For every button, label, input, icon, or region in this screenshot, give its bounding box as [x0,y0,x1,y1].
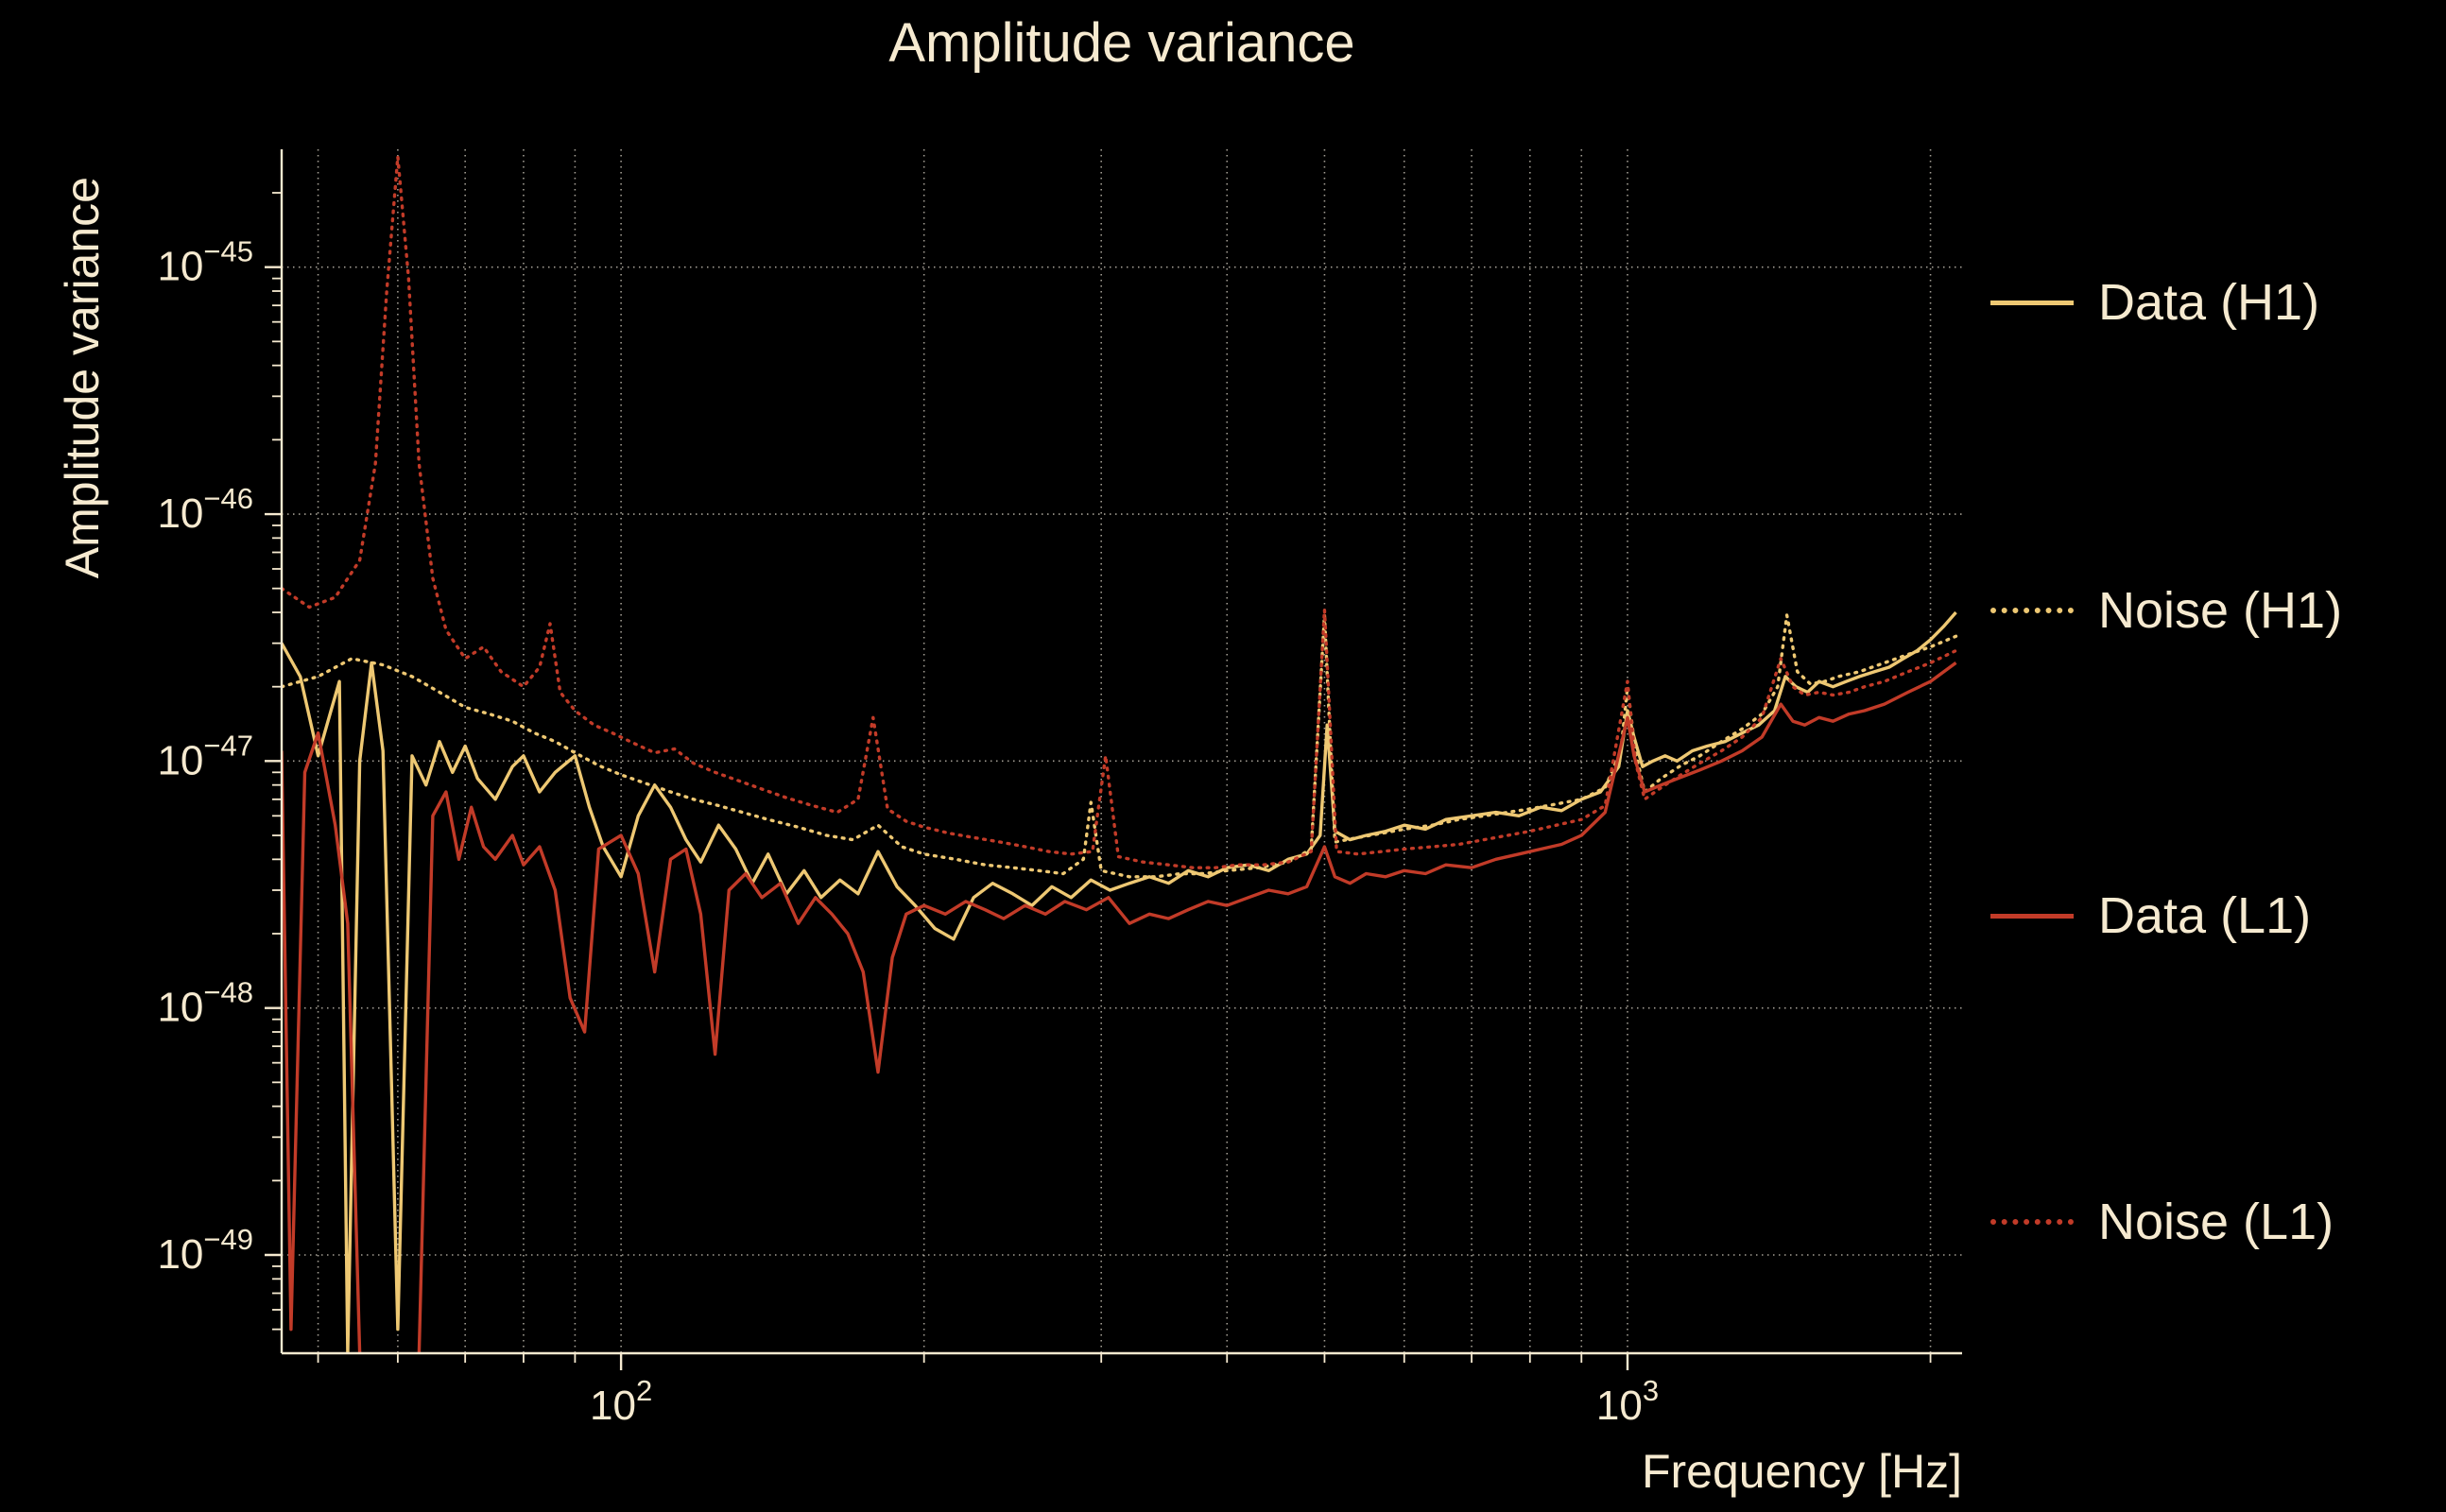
legend-label-data-h1: Data (H1) [2098,274,2320,331]
y-tick-label: 10−49 [157,1223,253,1278]
y-tick-label: 10−45 [157,235,253,290]
legend-label-noise-h1: Noise (H1) [2098,582,2343,639]
y-tick-label: 10−48 [157,976,253,1031]
y-axis-label: Amplitude variance [49,94,115,662]
legend-entry-noise-h1: Noise (H1) [1990,582,2342,639]
series-data-l1 [282,662,1957,1353]
legend-entry-data-l1: Data (L1) [1990,887,2311,944]
series-noise-l1 [282,155,1958,869]
series-noise-h1 [282,613,1958,879]
x-tick-label: 102 [590,1374,652,1429]
legend-line-sample-noise-h1 [1990,608,2074,613]
legend-line-sample-noise-l1 [1990,1219,2074,1225]
x-tick-label: 103 [1596,1374,1659,1429]
legend: Data (H1) Noise (H1) Data (L1) Noise (L1… [1990,0,2444,1512]
legend-line-sample-data-l1 [1990,913,2074,919]
y-tick-label: 10−46 [157,482,253,537]
legend-entry-noise-l1: Noise (L1) [1990,1194,2334,1250]
legend-line-sample-data-h1 [1990,300,2074,305]
x-axis-label: Frequency [Hz] [1641,1445,1962,1498]
y-tick-label: 10−47 [157,729,253,783]
chart-title: Amplitude variance [888,12,1355,74]
legend-label-data-l1: Data (L1) [2098,887,2312,944]
y-axis-label-text: Amplitude variance [56,177,109,579]
series-data-h1 [282,610,1957,1353]
legend-entry-data-h1: Data (H1) [1990,274,2319,331]
legend-label-noise-l1: Noise (L1) [2098,1194,2334,1250]
